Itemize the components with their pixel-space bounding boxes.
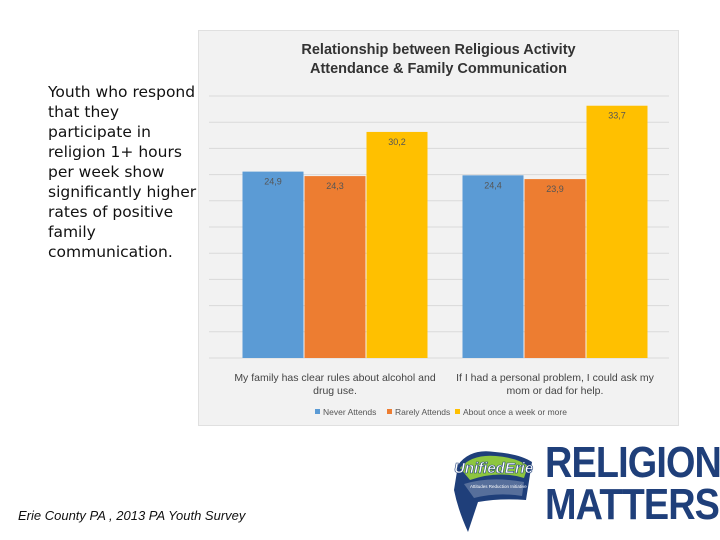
data-label: 24,9 [264,177,282,187]
data-label: 24,3 [326,181,344,191]
logo-org-text: UnifiedErie [454,460,533,477]
chart-panel: Relationship between Religious Activity … [198,30,679,426]
chart-title: Relationship between Religious Activity … [199,41,678,79]
logo-badge-line-2: Environment [482,513,505,518]
logo-wordmark-line-2: MATTERS. [545,480,720,529]
category-label: If I had a personal problem, I could ask… [456,372,655,384]
bar-1-1 [242,171,304,358]
bar-1-2 [462,175,524,358]
logo-tagline-text: Attitudes Reduction Initiative [470,484,527,489]
logo-wordmark: RELIGION MATTERS. [545,438,720,529]
legend-label: Rarely Attends [395,407,450,417]
bar-3-1 [366,131,428,358]
legend-label: About once a week or more [463,407,567,417]
summary-text: Youth who respond that they participate … [48,83,197,261]
unified-erie-emblem-icon: UnifiedErie Attitudes Reduction Initiati… [454,451,533,532]
legend-swatch [455,409,460,414]
data-label: 24,4 [484,180,502,190]
logo-badge-line-1: Prevention [484,508,503,513]
category-label: mom or dad for help. [507,385,604,397]
religion-matters-logo: UnifiedErie Attitudes Reduction Initiati… [440,440,720,535]
chart-title-line-2: Attendance & Family Communication [309,61,567,77]
legend-swatch [315,409,320,414]
data-label: 33,7 [608,111,626,121]
source-note: Erie County PA , 2013 PA Youth Survey [18,508,246,523]
bar-3-2 [586,105,648,358]
bar-2-1 [304,176,366,358]
legend-swatch [387,409,392,414]
bar-2-2 [524,179,586,358]
category-label: My family has clear rules about alcohol … [234,372,436,384]
data-label: 30,2 [388,137,406,147]
chart-title-line-1: Relationship between Religious Activity [301,42,576,58]
logo-badge-line-3: Industry [486,518,500,523]
data-label: 23,9 [546,184,564,194]
category-label: drug use. [313,385,357,397]
bar-chart: 24,9 24,4 24,3 23,9 30,2 33,7 My family has cl… [209,95,669,417]
legend-label: Never Attends [323,407,376,417]
logo-wordmark-line-1: RELIGION [545,438,720,487]
